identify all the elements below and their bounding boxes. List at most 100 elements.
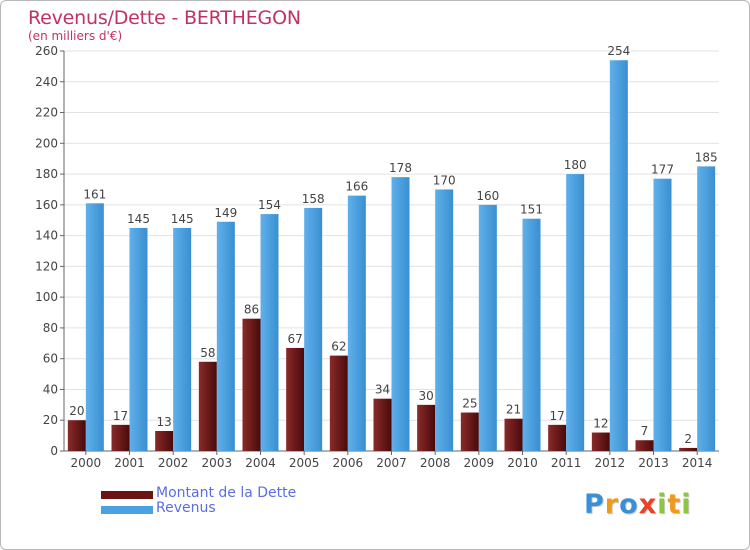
y-tick-label: 100 bbox=[35, 290, 58, 304]
bar-revenus bbox=[216, 221, 235, 451]
data-label-revenus: 151 bbox=[520, 203, 543, 217]
data-label-revenus: 185 bbox=[695, 150, 718, 164]
bar-dette bbox=[460, 412, 479, 451]
x-tick-label: 2001 bbox=[114, 456, 145, 470]
data-label-dette: 20 bbox=[69, 404, 84, 418]
bar-revenus bbox=[347, 195, 366, 451]
y-tick-label: 200 bbox=[35, 136, 58, 150]
data-label-revenus: 177 bbox=[651, 163, 674, 177]
x-tick-label: 2008 bbox=[420, 456, 451, 470]
x-tick-label: 2006 bbox=[333, 456, 364, 470]
logo-letter: i bbox=[681, 489, 692, 520]
x-tick-label: 2012 bbox=[595, 456, 626, 470]
x-tick-label: 2003 bbox=[202, 456, 233, 470]
bar-revenus bbox=[566, 174, 585, 452]
legend-swatch-revenus bbox=[101, 506, 153, 514]
proxiti-logo: Proxiti bbox=[584, 489, 692, 520]
bar-revenus bbox=[129, 227, 148, 451]
x-tick-label: 2005 bbox=[289, 456, 320, 470]
bar-revenus bbox=[435, 189, 454, 451]
bar-revenus bbox=[653, 178, 672, 451]
logo-letter: x bbox=[638, 489, 658, 520]
x-tick-label: 2013 bbox=[638, 456, 669, 470]
legend-label-revenus: Revenus bbox=[156, 500, 216, 516]
logo-letter: P bbox=[584, 489, 605, 520]
bar-dette bbox=[373, 398, 392, 451]
logo-letter: t bbox=[667, 489, 682, 520]
data-label-dette: 17 bbox=[550, 409, 565, 423]
data-label-revenus: 154 bbox=[258, 198, 281, 212]
bar-revenus bbox=[478, 204, 497, 451]
chart-subtitle: (en milliers d'€) bbox=[28, 29, 123, 43]
data-labels: 20 161 17 145 13 145 58 149 86 154 67 158 62 166 34 178… bbox=[69, 44, 717, 446]
data-label-dette: 30 bbox=[419, 389, 434, 403]
bar-revenus bbox=[391, 177, 410, 451]
bar-dette bbox=[504, 418, 523, 451]
y-tick-label: 40 bbox=[43, 382, 58, 396]
x-tick-label: 2002 bbox=[158, 456, 189, 470]
data-label-revenus: 254 bbox=[607, 44, 630, 58]
data-label-revenus: 161 bbox=[83, 187, 106, 201]
bar-revenus bbox=[697, 166, 716, 451]
bar-dette bbox=[155, 431, 174, 451]
logo-letter: r bbox=[604, 489, 620, 520]
bar-revenus bbox=[173, 227, 192, 451]
chart-title: Revenus/Dette - BERTHEGON bbox=[28, 7, 301, 29]
x-tick-label: 2000 bbox=[71, 456, 102, 470]
data-label-revenus: 180 bbox=[564, 158, 587, 172]
y-tick-label: 180 bbox=[35, 167, 58, 181]
data-label-revenus: 170 bbox=[433, 173, 456, 187]
bar-dette bbox=[111, 424, 130, 451]
x-tick-label: 2010 bbox=[507, 456, 538, 470]
bar-revenus bbox=[85, 203, 104, 451]
data-label-revenus: 145 bbox=[171, 212, 194, 226]
data-label-revenus: 149 bbox=[214, 206, 237, 220]
y-tick-label: 80 bbox=[43, 321, 58, 335]
x-tick-label: 2004 bbox=[245, 456, 276, 470]
y-tick-label: 0 bbox=[50, 444, 58, 458]
bar-dette bbox=[679, 447, 698, 451]
y-tick-label: 260 bbox=[35, 44, 58, 58]
axes: 0204060801001201401601802002202402602000… bbox=[35, 44, 719, 470]
bars bbox=[67, 60, 716, 452]
bar-dette bbox=[548, 424, 567, 451]
x-tick-label: 2007 bbox=[376, 456, 407, 470]
data-label-dette: 12 bbox=[593, 417, 608, 431]
y-tick-label: 60 bbox=[43, 352, 58, 366]
x-tick-label: 2011 bbox=[551, 456, 582, 470]
data-label-dette: 67 bbox=[288, 332, 303, 346]
bar-dette bbox=[242, 318, 261, 451]
data-label-dette: 86 bbox=[244, 303, 259, 317]
y-tick-label: 220 bbox=[35, 106, 58, 120]
data-label-revenus: 178 bbox=[389, 161, 412, 175]
bar-revenus bbox=[304, 207, 323, 451]
data-label-dette: 13 bbox=[157, 415, 172, 429]
bar-revenus bbox=[609, 60, 628, 451]
data-label-dette: 2 bbox=[684, 432, 692, 446]
data-label-dette: 58 bbox=[200, 346, 215, 360]
data-label-revenus: 145 bbox=[127, 212, 150, 226]
data-label-revenus: 158 bbox=[302, 192, 325, 206]
bar-dette bbox=[198, 361, 217, 451]
data-label-dette: 17 bbox=[113, 409, 128, 423]
x-tick-label: 2014 bbox=[682, 456, 713, 470]
data-label-dette: 62 bbox=[331, 340, 346, 354]
data-label-revenus: 166 bbox=[345, 180, 368, 194]
data-label-revenus: 160 bbox=[476, 189, 499, 203]
y-tick-label: 120 bbox=[35, 259, 58, 273]
logo-letter: i bbox=[657, 489, 668, 520]
data-label-dette: 21 bbox=[506, 403, 521, 417]
legend-swatch-dette bbox=[101, 491, 153, 499]
data-label-dette: 25 bbox=[462, 397, 477, 411]
logo-letter: o bbox=[619, 489, 639, 520]
data-label-dette: 34 bbox=[375, 383, 390, 397]
data-label-dette: 7 bbox=[641, 424, 649, 438]
bar-dette bbox=[329, 355, 348, 451]
y-tick-label: 160 bbox=[35, 198, 58, 212]
bar-dette bbox=[286, 347, 305, 451]
y-tick-label: 20 bbox=[43, 413, 58, 427]
y-tick-label: 240 bbox=[35, 75, 58, 89]
bar-revenus bbox=[522, 218, 541, 451]
